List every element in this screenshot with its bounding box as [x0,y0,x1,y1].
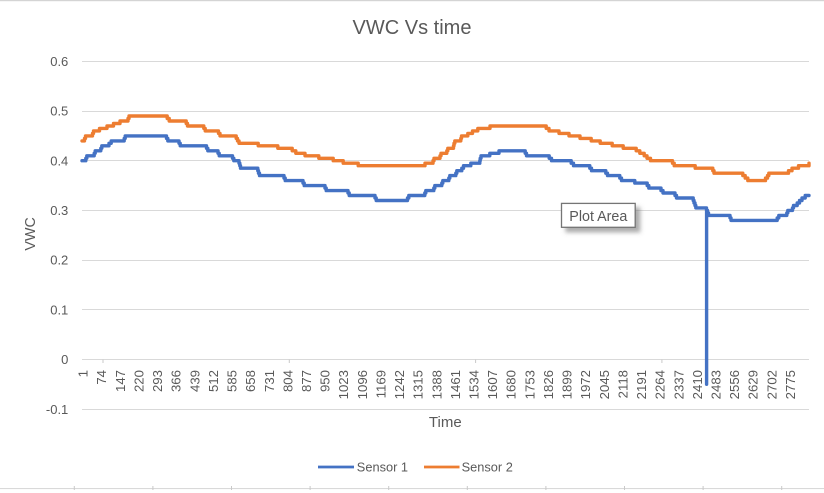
svg-text:2629: 2629 [746,370,761,399]
svg-text:1753: 1753 [522,370,537,399]
svg-text:0.2: 0.2 [50,253,68,268]
svg-text:366: 366 [169,370,184,392]
svg-text:0: 0 [61,352,68,367]
svg-text:439: 439 [187,370,202,392]
svg-text:1169: 1169 [373,370,388,398]
svg-text:950: 950 [318,370,333,392]
svg-text:1899: 1899 [560,370,575,399]
svg-text:1023: 1023 [336,370,351,399]
svg-text:1: 1 [76,370,91,377]
svg-text:731: 731 [262,370,277,392]
svg-text:VWC Vs time: VWC Vs time [353,17,472,39]
svg-text:Plot Area: Plot Area [569,209,627,225]
svg-text:1096: 1096 [355,370,370,399]
svg-text:2118: 2118 [615,370,630,398]
svg-text:1607: 1607 [485,370,500,399]
svg-text:2483: 2483 [709,370,724,399]
svg-text:877: 877 [299,370,314,392]
svg-text:0.6: 0.6 [50,54,68,69]
svg-text:1242: 1242 [392,370,407,399]
svg-text:512: 512 [206,370,221,392]
svg-text:2410: 2410 [690,370,705,399]
svg-text:804: 804 [280,370,295,392]
svg-text:293: 293 [150,370,165,392]
svg-text:2337: 2337 [671,370,686,399]
svg-text:2775: 2775 [783,370,798,399]
svg-text:2702: 2702 [764,370,779,399]
svg-text:1315: 1315 [411,370,426,399]
svg-text:220: 220 [131,370,146,392]
svg-text:147: 147 [113,370,128,392]
svg-text:2191: 2191 [634,370,649,399]
svg-text:Sensor 1: Sensor 1 [357,459,408,474]
svg-text:658: 658 [243,370,258,392]
svg-text:VWC: VWC [23,217,39,250]
svg-text:1388: 1388 [429,370,444,399]
svg-text:1826: 1826 [541,370,556,399]
svg-text:1972: 1972 [578,370,593,399]
svg-text:0.1: 0.1 [50,302,68,317]
svg-text:1534: 1534 [467,370,482,399]
svg-text:2045: 2045 [597,370,612,399]
svg-text:0.5: 0.5 [50,104,68,119]
svg-text:0.3: 0.3 [50,203,68,218]
svg-text:Time: Time [429,414,462,431]
svg-text:2264: 2264 [653,370,668,399]
svg-text:Sensor 2: Sensor 2 [462,459,513,474]
svg-text:1680: 1680 [504,370,519,399]
svg-text:1461: 1461 [448,370,463,399]
svg-text:74: 74 [94,370,109,385]
svg-text:585: 585 [225,370,240,392]
svg-text:-0.1: -0.1 [46,402,68,417]
svg-text:2556: 2556 [727,370,742,399]
svg-text:0.4: 0.4 [50,153,68,168]
